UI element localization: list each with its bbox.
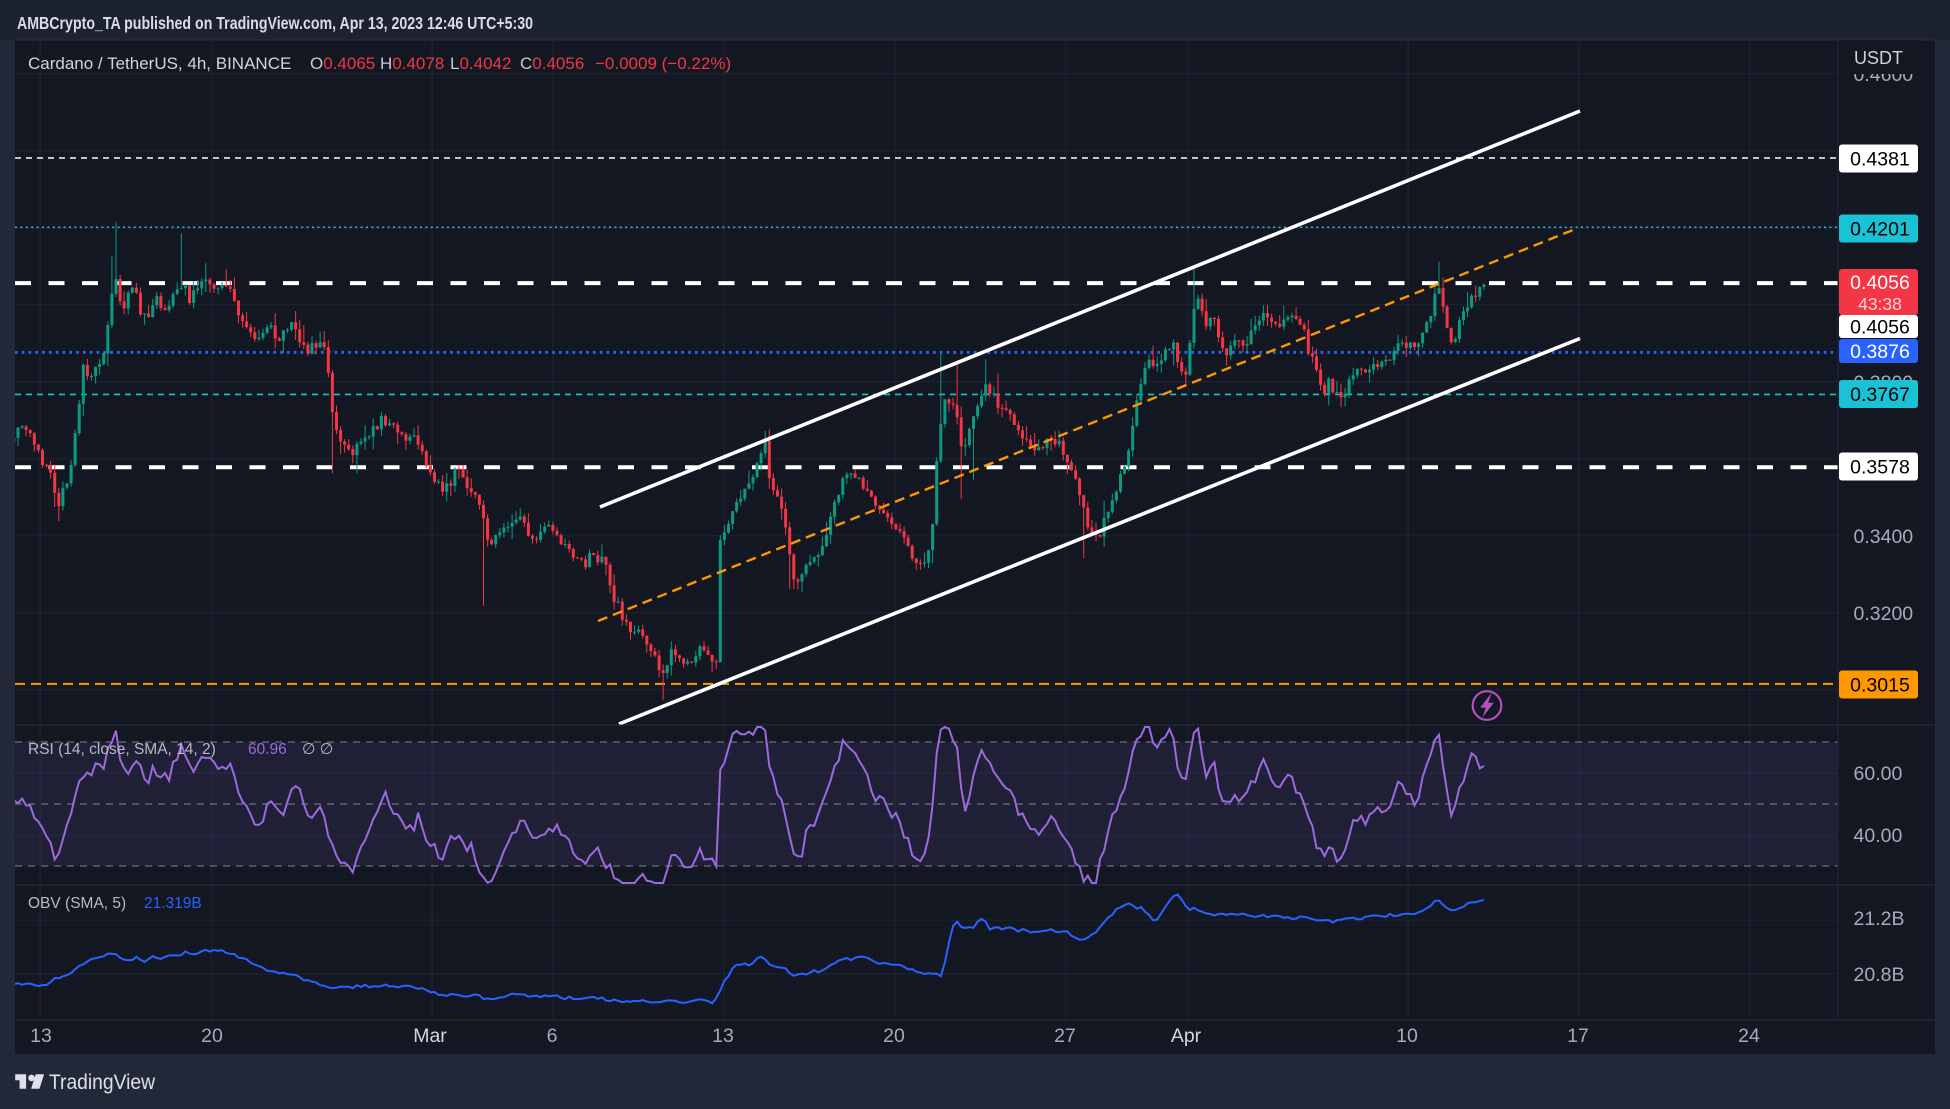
svg-text:27: 27 xyxy=(1054,1025,1076,1047)
svg-text:0.3578: 0.3578 xyxy=(1850,457,1910,479)
svg-text:43:38: 43:38 xyxy=(1858,294,1902,314)
svg-text:C0.4056: C0.4056 xyxy=(520,54,584,73)
svg-text:20: 20 xyxy=(883,1025,905,1047)
svg-text:Mar: Mar xyxy=(413,1025,447,1047)
svg-text:0.4056: 0.4056 xyxy=(1850,272,1910,294)
svg-text:40.00: 40.00 xyxy=(1854,825,1903,847)
svg-text:0.3767: 0.3767 xyxy=(1850,384,1910,406)
svg-text:0.4201: 0.4201 xyxy=(1850,219,1910,241)
svg-text:H0.4078: H0.4078 xyxy=(380,54,444,73)
svg-text:24: 24 xyxy=(1738,1025,1760,1047)
svg-text:0.3200: 0.3200 xyxy=(1854,603,1914,625)
svg-text:21.2B: 21.2B xyxy=(1854,908,1905,930)
svg-text:USDT: USDT xyxy=(1854,48,1903,68)
svg-text:TradingView: TradingView xyxy=(49,1070,155,1094)
svg-text:0.3400: 0.3400 xyxy=(1854,526,1914,548)
svg-text:Cardano / TetherUS, 4h, BINANC: Cardano / TetherUS, 4h, BINANCE xyxy=(28,54,291,73)
svg-text:Apr: Apr xyxy=(1171,1025,1202,1047)
svg-text:13: 13 xyxy=(30,1025,52,1047)
svg-text:60.00: 60.00 xyxy=(1854,763,1903,785)
svg-text:0.4381: 0.4381 xyxy=(1850,149,1910,171)
svg-text:17: 17 xyxy=(1567,1025,1589,1047)
svg-text:OBV (SMA, 5): OBV (SMA, 5) xyxy=(28,895,126,912)
svg-text:∅ ∅: ∅ ∅ xyxy=(302,741,333,758)
svg-text:0.3015: 0.3015 xyxy=(1850,675,1910,697)
svg-text:0.4056: 0.4056 xyxy=(1850,317,1910,339)
svg-text:AMBCrypto_TA published on Trad: AMBCrypto_TA published on TradingView.co… xyxy=(17,13,533,33)
svg-text:20.8B: 20.8B xyxy=(1854,964,1905,986)
svg-text:RSI (14, close, SMA, 14, 2): RSI (14, close, SMA, 14, 2) xyxy=(28,741,216,758)
svg-text:0.3876: 0.3876 xyxy=(1850,341,1910,363)
svg-text:−0.0009 (−0.22%): −0.0009 (−0.22%) xyxy=(595,54,731,73)
svg-text:6: 6 xyxy=(547,1025,558,1047)
svg-text:L0.4042: L0.4042 xyxy=(450,54,511,73)
svg-text:13: 13 xyxy=(712,1025,734,1047)
svg-text:60.96: 60.96 xyxy=(248,741,287,758)
svg-text:O0.4065: O0.4065 xyxy=(310,54,375,73)
svg-text:21.319B: 21.319B xyxy=(144,895,202,912)
svg-text:10: 10 xyxy=(1396,1025,1418,1047)
svg-text:20: 20 xyxy=(201,1025,223,1047)
